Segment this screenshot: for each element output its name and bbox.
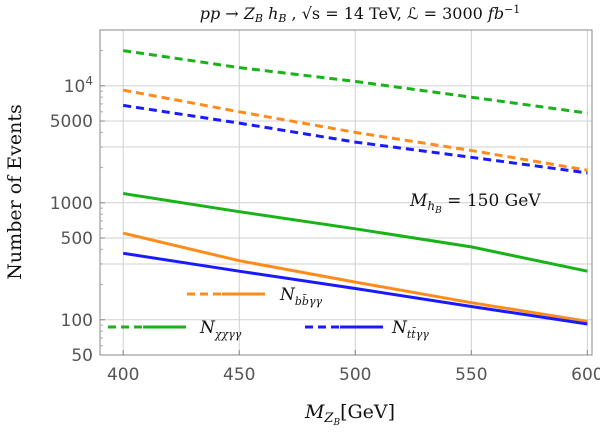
series-line-4	[122, 231, 588, 323]
y-tick-label: 100	[61, 311, 93, 331]
x-axis-label: MZB[GeV]	[304, 401, 395, 428]
x-tick-label: 500	[339, 365, 371, 385]
x-tick-label: 450	[223, 365, 255, 385]
series-group	[122, 49, 588, 326]
x-tick-label: 400	[107, 365, 139, 385]
y-axis-label: Number of Events	[4, 104, 26, 279]
x-axis: 400 450 500 550 600	[107, 350, 600, 385]
y-tick-label: 1000	[50, 194, 93, 214]
series-line-2	[122, 103, 588, 175]
x-tick-label: 550	[455, 365, 487, 385]
y-tick-label: 5000	[50, 112, 93, 132]
plot-frame	[99, 29, 593, 356]
legend-label-bb: Nbb̄γγ	[279, 285, 323, 308]
legend-label-tt: Ntt̄γγ	[391, 318, 429, 341]
chart-title: pp → ZB hB , √s = 14 TeV, ℒ = 3000 fb−1	[200, 3, 521, 25]
series-line-3	[122, 192, 588, 273]
y-axis: 50 100 500 1000 5000 104	[50, 50, 105, 366]
legend: Nbb̄γγ Nχχγγ Ntt̄γγ	[108, 285, 429, 341]
series-line-0	[122, 49, 588, 115]
series-line-1	[122, 88, 588, 172]
y-tick-label: 50	[71, 346, 93, 366]
y-tick-label: 104	[64, 74, 93, 97]
series-line-5	[122, 251, 588, 326]
mass-annotation: MhB = 150 GeV	[409, 191, 541, 216]
x-tick-label: 600	[571, 365, 600, 385]
y-tick-label: 500	[61, 229, 93, 249]
legend-label-chi: Nχχγγ	[199, 318, 242, 341]
